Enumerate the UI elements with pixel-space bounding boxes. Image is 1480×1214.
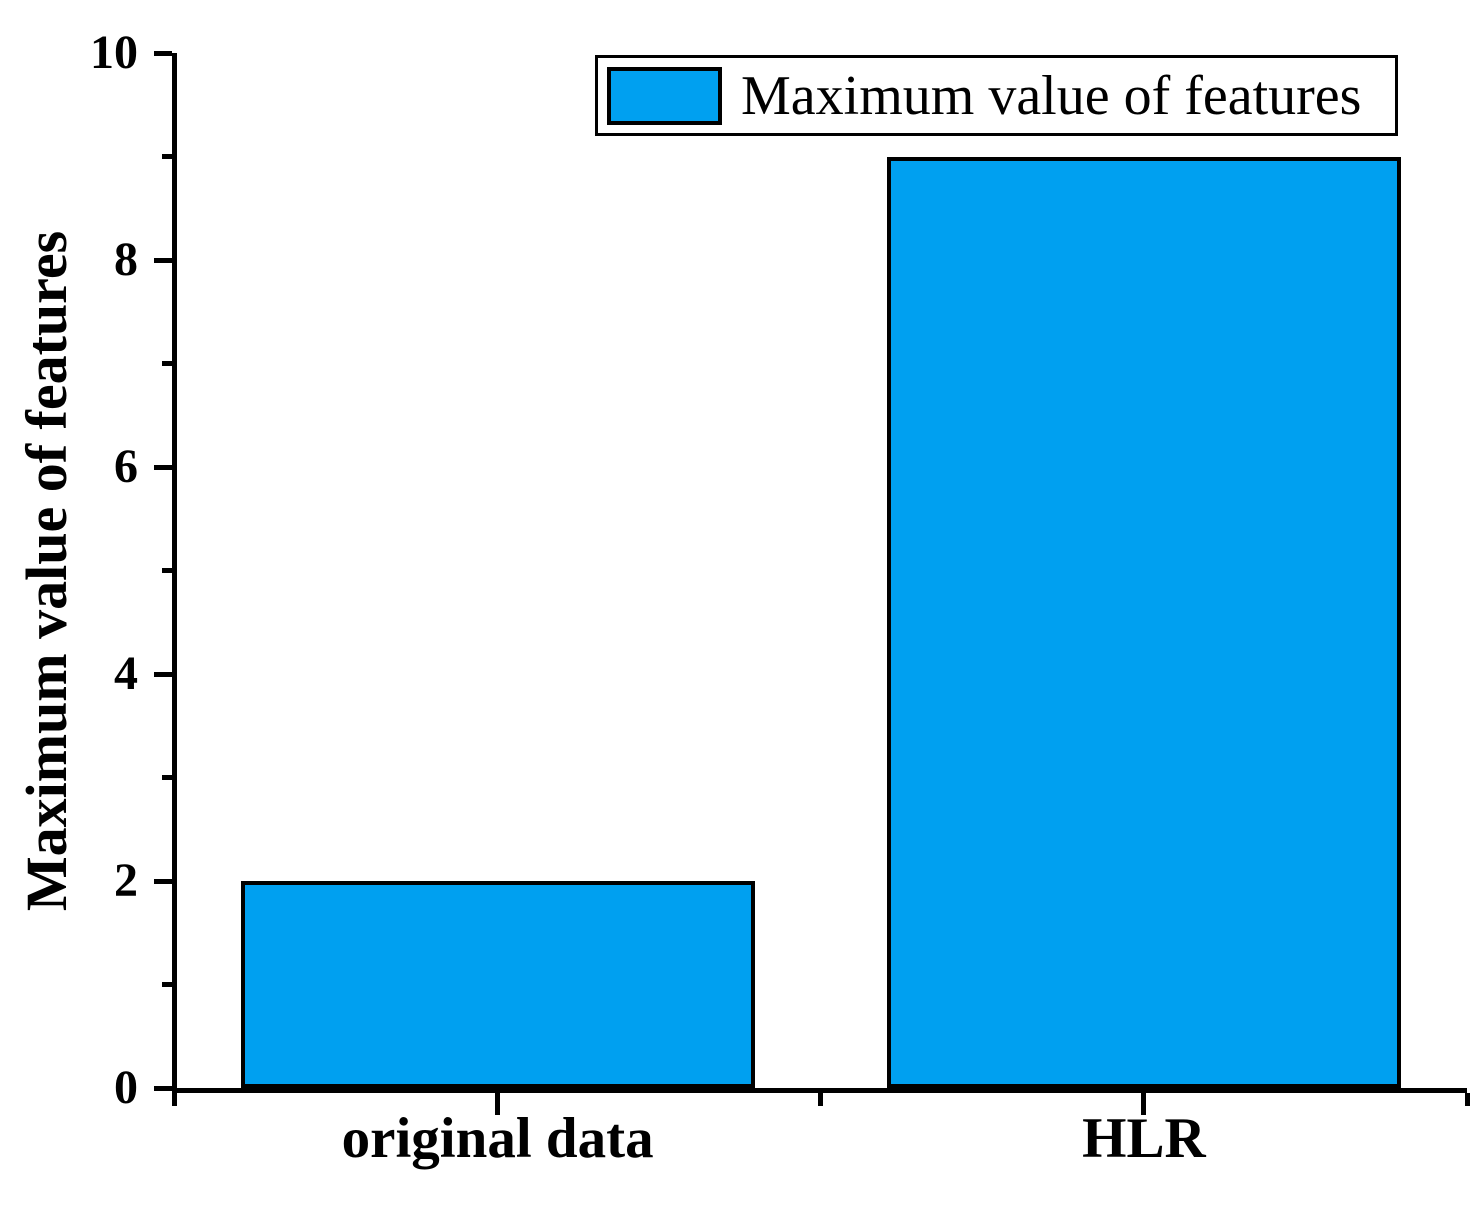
y-tick-label: 2 bbox=[114, 854, 138, 907]
x-minor-tick bbox=[818, 1093, 824, 1106]
legend-swatch-icon bbox=[607, 66, 722, 125]
y-tick-label: 10 bbox=[90, 26, 138, 79]
y-major-tick bbox=[154, 878, 172, 884]
y-minor-tick bbox=[162, 154, 172, 159]
x-minor-tick bbox=[1464, 1093, 1470, 1106]
y-major-tick bbox=[154, 50, 172, 56]
y-major-tick bbox=[154, 464, 172, 470]
y-minor-tick bbox=[162, 568, 172, 573]
y-tick-label: 0 bbox=[114, 1061, 138, 1114]
y-minor-tick bbox=[162, 361, 172, 366]
y-tick-label: 4 bbox=[114, 647, 138, 700]
y-tick-label: 8 bbox=[114, 233, 138, 286]
legend: Maximum value of features bbox=[595, 55, 1398, 136]
x-tick-label: HLR bbox=[1082, 1107, 1206, 1170]
bar-hlr bbox=[886, 156, 1401, 1088]
x-major-tick bbox=[495, 1093, 501, 1115]
x-tick-label: original data bbox=[341, 1107, 654, 1170]
legend-label: Maximum value of features bbox=[741, 64, 1362, 127]
y-major-tick bbox=[154, 671, 172, 677]
y-major-tick bbox=[154, 1085, 172, 1091]
bar-original-data bbox=[240, 881, 755, 1088]
y-minor-tick bbox=[162, 775, 172, 780]
plot-area: 0 2 4 6 8 10 original data HLR bbox=[90, 27, 1470, 1170]
y-major-tick bbox=[154, 257, 172, 263]
x-major-tick bbox=[1141, 1093, 1147, 1115]
y-tick-label: 6 bbox=[114, 440, 138, 493]
x-minor-tick bbox=[172, 1093, 177, 1106]
y-minor-tick bbox=[162, 982, 172, 987]
